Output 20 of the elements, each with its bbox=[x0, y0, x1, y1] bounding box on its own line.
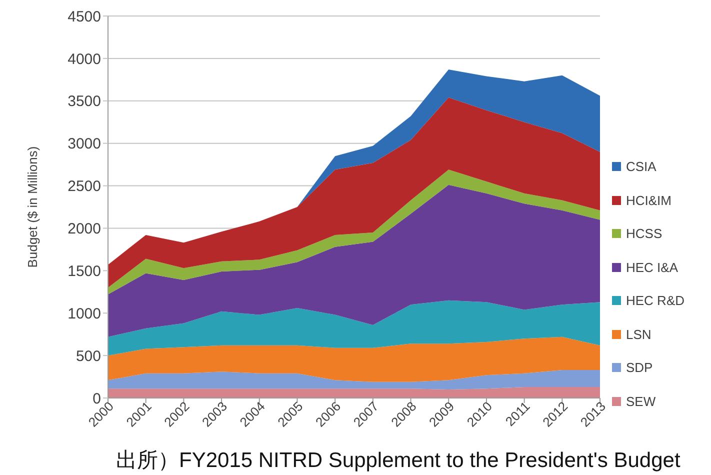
legend-label: SDP bbox=[626, 360, 653, 376]
legend-label: HEC R&D bbox=[626, 293, 685, 308]
legend-label: HCSS bbox=[626, 226, 662, 242]
y-tick-label: 3500 bbox=[68, 93, 101, 110]
y-tick-label: 4000 bbox=[68, 50, 101, 68]
y-axis-title: Budget ($ in Millions) bbox=[24, 146, 40, 268]
legend-label: HEC I&A bbox=[626, 260, 678, 275]
y-tick-label: 2500 bbox=[68, 178, 101, 196]
y-tick-label: 1000 bbox=[68, 305, 101, 322]
legend-label: SEW bbox=[626, 394, 656, 409]
y-tick-label: 3000 bbox=[68, 136, 101, 153]
legend-label: CSIA bbox=[626, 159, 656, 174]
y-tick-label: 1500 bbox=[68, 262, 101, 280]
legend-label: HCI&IM bbox=[626, 192, 672, 208]
legend-label: LSN bbox=[626, 326, 652, 342]
y-tick-label: 4500 bbox=[68, 8, 101, 26]
text: 出所）FY2015 NITRD Supplement to the President's Budget bbox=[116, 448, 680, 474]
y-tick-label: 0 bbox=[92, 390, 101, 408]
y-tick-label: 500 bbox=[76, 348, 101, 365]
y-tick-label: 2000 bbox=[68, 220, 101, 238]
